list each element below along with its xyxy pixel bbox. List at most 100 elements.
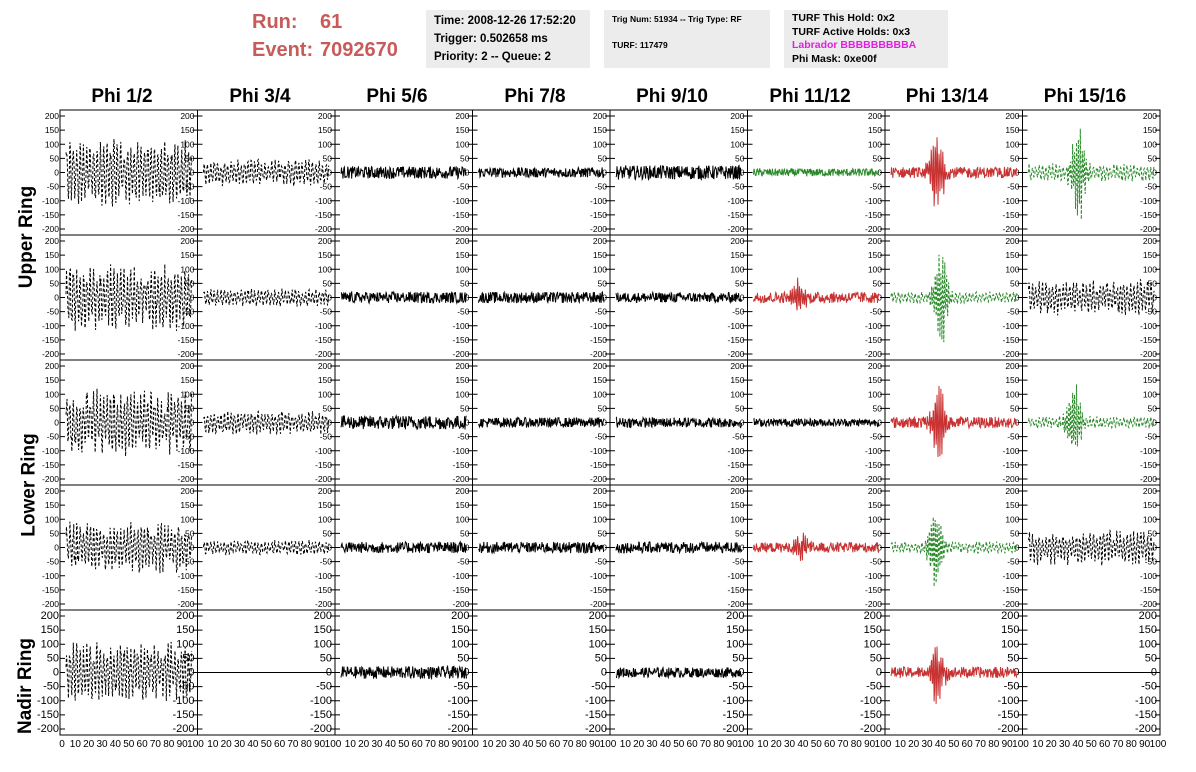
y-tick-label: -50 <box>182 307 195 317</box>
y-tick-label: -50 <box>591 681 607 693</box>
y-tick-label: 200 <box>180 111 194 121</box>
y-tick-label: 100 <box>455 264 469 274</box>
y-tick-label: 150 <box>180 125 194 135</box>
y-tick-label: 100 <box>314 638 332 650</box>
y-tick-label: -150 <box>177 460 194 470</box>
y-tick-label: -50 <box>595 182 608 192</box>
x-tick-label: 80 <box>713 739 725 750</box>
y-tick-label: -150 <box>727 585 744 595</box>
y-tick-label: 100 <box>318 389 332 399</box>
y-tick-label: 0 <box>54 168 59 178</box>
y-tick-label: 150 <box>1139 624 1157 636</box>
y-tick-label: -100 <box>177 446 194 456</box>
y-tick-label: -200 <box>1002 474 1019 484</box>
y-tick-label: 200 <box>726 610 744 622</box>
y-tick-label: 50 <box>873 153 883 163</box>
x-tick-label: 20 <box>358 739 370 750</box>
x-tick-label: 70 <box>287 739 299 750</box>
y-tick-label: 0 <box>54 543 59 553</box>
y-tick-label: 150 <box>318 375 332 385</box>
y-tick-label: -150 <box>865 585 882 595</box>
y-tick-label: 200 <box>864 610 882 622</box>
y-tick-label: -50 <box>1007 557 1020 567</box>
x-tick-label: 60 <box>962 739 974 750</box>
x-tick-label: 80 <box>301 739 313 750</box>
y-tick-label: 200 <box>589 610 607 622</box>
y-tick-label: -100 <box>1002 321 1019 331</box>
y-tick-label: 100 <box>868 514 882 524</box>
x-tick-label: 50 <box>261 739 273 750</box>
y-tick-label: 150 <box>1005 500 1019 510</box>
y-tick-label: -50 <box>182 182 195 192</box>
waveform-trace <box>753 417 880 428</box>
waveform-trace <box>1028 128 1155 220</box>
y-tick-label: 100 <box>45 264 59 274</box>
y-tick-label: 0 <box>327 293 332 303</box>
y-tick-label: -100 <box>172 695 194 707</box>
y-tick-label: -100 <box>452 571 469 581</box>
y-tick-label: -100 <box>315 321 332 331</box>
y-tick-label: 100 <box>1143 389 1157 399</box>
x-tick-label: 70 <box>837 739 849 750</box>
x-tick-label: 40 <box>247 739 259 750</box>
y-tick-label: 200 <box>593 361 607 371</box>
x-tick-label: 10 <box>620 739 632 750</box>
y-tick-label: -200 <box>172 723 194 735</box>
y-tick-label: 200 <box>455 111 469 121</box>
y-tick-label: -100 <box>590 446 607 456</box>
y-tick-label: -100 <box>865 571 882 581</box>
y-tick-label: 200 <box>868 236 882 246</box>
x-tick-label: 70 <box>150 739 162 750</box>
y-tick-label: -200 <box>42 349 59 359</box>
y-tick-label: 100 <box>455 389 469 399</box>
y-tick-label: 150 <box>726 624 744 636</box>
event-label: Event: <box>252 39 314 61</box>
y-tick-label: -100 <box>585 695 607 707</box>
y-tick-label: -150 <box>315 210 332 220</box>
y-tick-label: -150 <box>1002 585 1019 595</box>
y-tick-label: -100 <box>865 321 882 331</box>
y-tick-label: -50 <box>47 307 60 317</box>
waveform-trace <box>753 277 880 311</box>
y-tick-label: 150 <box>314 624 332 636</box>
y-tick-label: 100 <box>1005 389 1019 399</box>
y-tick-label: 200 <box>180 361 194 371</box>
y-tick-label: 150 <box>45 375 59 385</box>
y-tick-label: -150 <box>177 335 194 345</box>
x-tick-label: 10 <box>482 739 494 750</box>
y-tick-label: 150 <box>455 125 469 135</box>
waveform-trace <box>65 641 192 702</box>
waveform-trace <box>203 539 330 556</box>
x-tick-label: 20 <box>1046 739 1058 750</box>
y-tick-label: 0 <box>1152 168 1157 178</box>
x-tick-label: 70 <box>562 739 574 750</box>
y-tick-label: -50 <box>732 182 745 192</box>
y-tick-label: -150 <box>722 709 744 721</box>
y-tick-label: -200 <box>1002 224 1019 234</box>
x-tick-label: 20 <box>633 739 645 750</box>
y-tick-label: -50 <box>870 182 883 192</box>
y-tick-label: 200 <box>45 236 59 246</box>
y-tick-label: -150 <box>1140 460 1157 470</box>
column-header-phi-11-12: Phi 11/12 <box>769 86 851 107</box>
y-tick-label: 0 <box>877 418 882 428</box>
x-tick-label: 90 <box>727 739 739 750</box>
y-tick-label: 50 <box>1007 652 1019 664</box>
y-tick-label: -200 <box>1002 349 1019 359</box>
y-tick-label: 150 <box>1143 375 1157 385</box>
waveform-trace <box>615 665 742 680</box>
x-tick-label: 100 <box>462 739 479 750</box>
y-tick-label: -200 <box>590 224 607 234</box>
y-tick-label: 200 <box>868 111 882 121</box>
y-tick-label: 150 <box>45 500 59 510</box>
x-tick-label: 10 <box>895 739 907 750</box>
y-tick-label: -200 <box>310 723 332 735</box>
y-tick-label: 50 <box>50 278 60 288</box>
y-tick-label: 50 <box>735 528 745 538</box>
y-tick-label: -150 <box>590 335 607 345</box>
y-tick-label: -100 <box>452 446 469 456</box>
y-tick-label: -200 <box>727 599 744 609</box>
y-tick-label: 200 <box>1005 111 1019 121</box>
y-tick-label: 200 <box>180 486 194 496</box>
y-tick-label: 100 <box>318 264 332 274</box>
